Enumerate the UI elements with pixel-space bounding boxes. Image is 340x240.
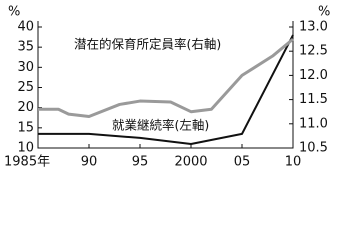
y-tick-label: 35 bbox=[17, 40, 34, 55]
y-tick-label: 25 bbox=[17, 80, 34, 95]
y-tick-label: 10 bbox=[17, 141, 34, 156]
y-tick-label: 30 bbox=[17, 60, 34, 75]
x-tick-label: 1985年 bbox=[4, 155, 50, 170]
y2-tick-label: 11.0 bbox=[299, 116, 328, 131]
x-tick-label: 10 bbox=[285, 155, 302, 170]
y2-axis-unit: % bbox=[318, 5, 330, 20]
y2-tick-label: 12.0 bbox=[299, 68, 328, 83]
y2-tick-label: 10.5 bbox=[299, 141, 328, 156]
series-label: 潜在的保育所定員率(右軸) bbox=[74, 37, 221, 52]
series-line bbox=[38, 37, 294, 119]
y2-tick-label: 11.5 bbox=[299, 92, 328, 107]
series-label: 就業継続率(左軸) bbox=[112, 118, 209, 133]
x-tick-label: 95 bbox=[132, 155, 149, 170]
y-axis-unit: % bbox=[8, 5, 20, 20]
series-line bbox=[38, 34, 294, 145]
chart: % % 潜在的保育所定員率(右軸) 就業継続率(左軸) 10 15 20 25 30 35… bbox=[4, 5, 330, 170]
y-tick-label: 40 bbox=[17, 20, 34, 35]
x-tick-label: 05 bbox=[234, 155, 251, 170]
axis-frame bbox=[37, 21, 294, 149]
x-tick-label: 2000 bbox=[174, 155, 207, 170]
y-tick-label: 15 bbox=[17, 120, 34, 135]
y-tick-label: 20 bbox=[17, 100, 34, 115]
y2-tick-label: 13.0 bbox=[299, 20, 328, 35]
y2-tick-label: 12.5 bbox=[299, 44, 328, 59]
x-tick-label: 90 bbox=[81, 155, 98, 170]
